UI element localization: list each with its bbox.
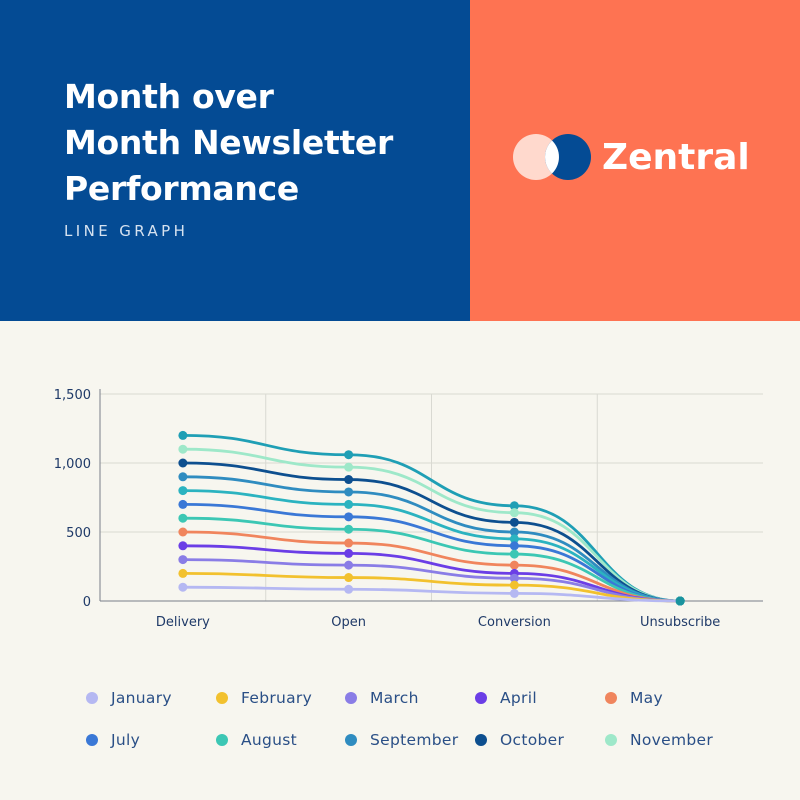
data-point <box>509 549 519 559</box>
series-line <box>181 503 682 603</box>
legend-item: July <box>86 726 140 754</box>
legend-dot-icon <box>86 734 98 746</box>
legend-label: April <box>500 689 537 707</box>
data-point <box>344 524 354 534</box>
legend-item: October <box>475 726 564 754</box>
data-point <box>178 499 188 509</box>
brand-logo-icon <box>513 134 591 180</box>
legend-label: July <box>111 731 141 749</box>
title-line: Month over <box>64 77 274 116</box>
data-point <box>344 487 354 497</box>
legend-item: March <box>345 684 419 712</box>
data-point <box>509 588 519 598</box>
data-point <box>178 444 188 454</box>
legend-dot-icon <box>345 734 357 746</box>
data-point <box>344 538 354 548</box>
legend-dot-icon <box>216 734 228 746</box>
series-line <box>181 585 682 603</box>
data-point <box>344 584 354 594</box>
data-point <box>509 580 519 590</box>
data-point <box>178 513 188 523</box>
data-point <box>344 499 354 509</box>
page-title: Month over Month Newsletter Performance <box>64 74 393 212</box>
legend-label: October <box>500 731 565 749</box>
series-line <box>181 530 682 603</box>
chart-legend: January February March April May July August Se… <box>86 684 786 774</box>
legend-item: September <box>345 726 458 754</box>
legend-item: August <box>216 726 297 754</box>
data-point <box>178 486 188 496</box>
series-line <box>181 461 682 603</box>
series-line <box>181 475 682 603</box>
data-point <box>178 430 188 440</box>
legend-item: November <box>605 726 713 754</box>
legend-item: May <box>605 684 663 712</box>
data-point <box>344 512 354 522</box>
legend-dot-icon <box>605 692 617 704</box>
legend-label: August <box>241 731 298 749</box>
data-point <box>509 534 519 544</box>
series-line <box>181 489 682 603</box>
page-subtitle: LINE GRAPH <box>64 222 189 240</box>
series-line <box>181 544 682 603</box>
data-point <box>509 508 519 518</box>
brand-name: Zentral <box>602 137 750 178</box>
legend-dot-icon <box>605 734 617 746</box>
legend-label: February <box>241 689 313 707</box>
legend-item: April <box>475 684 537 712</box>
y-tick-label: 0 <box>83 595 91 610</box>
y-tick-label: 1,000 <box>54 457 91 472</box>
series-line <box>181 558 682 603</box>
x-tick-label: Open <box>331 615 366 630</box>
legend-item: January <box>86 684 172 712</box>
data-point <box>675 596 685 606</box>
legend-label: May <box>630 689 663 707</box>
data-point <box>178 472 188 482</box>
legend-label: January <box>111 689 172 707</box>
data-point <box>509 541 519 551</box>
x-tick-label: Delivery <box>156 615 210 630</box>
x-tick-label: Unsubscribe <box>640 615 720 630</box>
x-tick-label: Conversion <box>478 615 551 630</box>
data-point <box>178 527 188 537</box>
data-point <box>509 501 519 511</box>
legend-dot-icon <box>216 692 228 704</box>
legend-dot-icon <box>86 692 98 704</box>
series-line <box>181 447 682 603</box>
y-tick-label: 1,500 <box>54 388 91 403</box>
y-tick-label: 500 <box>66 526 91 541</box>
series-line <box>181 516 682 603</box>
data-point <box>178 555 188 565</box>
legend-item: February <box>216 684 312 712</box>
data-point <box>344 548 354 558</box>
line-chart: 0 500 1,000 1,500 Delivery Open Conversion Unsu… <box>54 388 763 630</box>
title-line: Performance <box>64 169 299 208</box>
data-point <box>344 560 354 570</box>
data-point <box>178 541 188 551</box>
legend-label: March <box>370 689 419 707</box>
title-line: Month Newsletter <box>64 123 393 162</box>
data-point <box>509 527 519 537</box>
legend-label: September <box>370 731 459 749</box>
data-point <box>344 450 354 460</box>
data-point <box>178 458 188 468</box>
series-line <box>181 434 682 603</box>
data-point <box>509 560 519 570</box>
legend-dot-icon <box>345 692 357 704</box>
header-panel-left: Month over Month Newsletter Performance … <box>0 0 470 321</box>
data-point <box>344 475 354 485</box>
data-point <box>178 568 188 578</box>
data-point <box>344 573 354 583</box>
legend-dot-icon <box>475 692 487 704</box>
data-point <box>509 573 519 583</box>
series-line <box>181 572 682 603</box>
data-point <box>344 462 354 472</box>
data-point <box>178 582 188 592</box>
legend-label: November <box>630 731 714 749</box>
data-point <box>509 517 519 527</box>
legend-dot-icon <box>475 734 487 746</box>
